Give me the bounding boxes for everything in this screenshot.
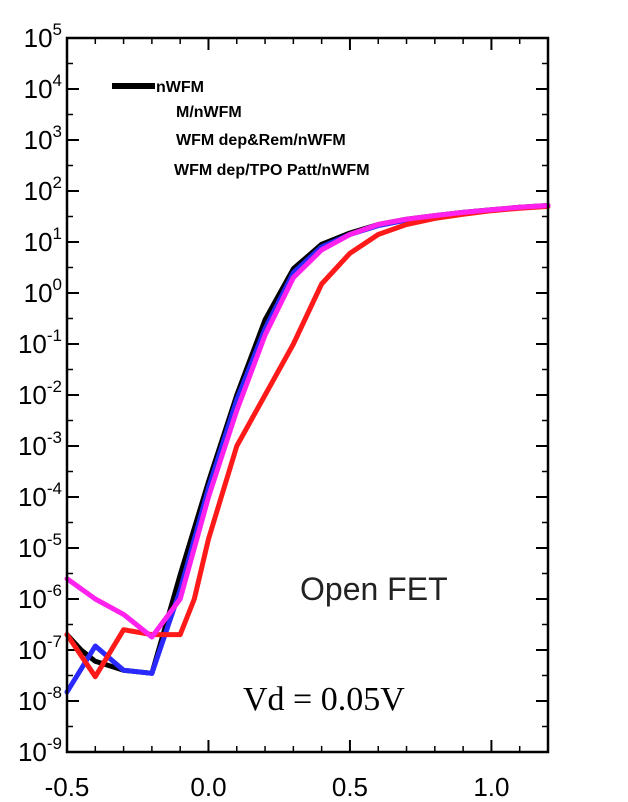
y-tick-label: 10-7 (18, 632, 62, 665)
y-tick-label: 10-8 (18, 683, 62, 716)
y-tick-label: 10-5 (18, 530, 62, 563)
y-tick-label: 101 (24, 224, 62, 257)
series-line-3 (64, 203, 551, 640)
legend: nWFM M/nWFM WFM dep&Rem/nWFM WFM dep/TPO… (112, 79, 370, 179)
y-tick-label: 102 (24, 173, 62, 206)
tick-labels: -0.5 0.0 0.5 1.0 105 104 103 102 101 100 10-1 10-2 1… (18, 20, 510, 802)
annotation-vd: Vd = 0.05V (243, 681, 405, 718)
data-series (64, 203, 551, 695)
legend-label: M/nWFM (176, 104, 242, 121)
y-tick-label: 10-3 (18, 428, 62, 461)
y-tick-label: 10-9 (18, 734, 62, 767)
y-tick-label: 10-2 (18, 377, 62, 410)
legend-label: nWFM (156, 79, 204, 96)
y-tick-label: 105 (24, 20, 62, 53)
x-tick-label: 0.5 (332, 772, 368, 802)
y-tick-label: 103 (24, 122, 62, 155)
x-tick-label: -0.5 (45, 772, 90, 802)
y-tick-label: 10-6 (18, 581, 62, 614)
x-tick-label: 1.0 (473, 772, 509, 802)
y-tick-label: 10-4 (18, 479, 62, 512)
annotation-open-fet: Open FET (300, 571, 448, 607)
legend-label: WFM dep/TPO Patt/nWFM (174, 162, 370, 179)
x-tick-label: 0.0 (190, 772, 226, 802)
y-tick-label: 10-1 (18, 326, 62, 359)
y-tick-label: 104 (24, 71, 62, 104)
legend-label: WFM dep&Rem/nWFM (176, 132, 346, 149)
plot-frame (65, 36, 550, 754)
y-tick-label: 100 (24, 275, 62, 308)
